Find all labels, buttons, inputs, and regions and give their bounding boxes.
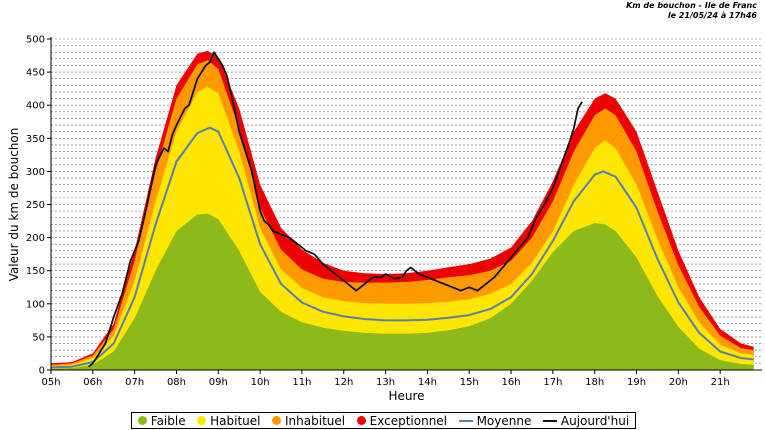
legend-item-habituel: Habituel <box>197 414 260 428</box>
y-tick-label: 50 <box>32 332 45 343</box>
x-tick-label: 16h <box>502 377 521 388</box>
y-axis-label: Valeur du km de bouchon <box>7 128 21 282</box>
x-tick-label: 06h <box>83 377 102 388</box>
legend-item-moyenne: Moyenne <box>458 413 532 428</box>
y-tick-label: 250 <box>26 200 45 211</box>
y-tick-label: 150 <box>26 266 45 277</box>
x-tick-label: 05h <box>41 377 60 388</box>
line-moyenne <box>50 126 754 369</box>
legend-item-inhabituel: Inhabituel <box>272 414 345 428</box>
x-tick-label: 18h <box>585 377 604 388</box>
chart-header-line2: le 21/05/24 à 17h46 <box>667 11 757 20</box>
x-axis-label: Heure <box>388 389 424 403</box>
axes: 0 50 100 150 200 250 300 350 400 450 500 05h 06h 07h 0… <box>26 35 762 388</box>
y-tick-label: 0 <box>39 366 45 377</box>
x-tick-label: 09h <box>209 377 228 388</box>
x-tick-label: 14h <box>418 377 437 388</box>
legend-item-aujourdhui: Aujourd'hui <box>542 413 630 428</box>
x-tick-label: 13h <box>376 377 395 388</box>
y-tick-label: 200 <box>26 233 45 244</box>
traffic-jam-chart: 0 50 100 150 200 250 300 350 400 450 500 05h 06h 07h 0… <box>7 35 762 403</box>
legend-item-exceptionnel: Exceptionnel <box>356 413 448 428</box>
x-tick-label: 12h <box>334 377 353 388</box>
y-tick-label: 400 <box>26 101 45 112</box>
x-tick-label: 19h <box>627 377 646 388</box>
y-tick-label: 350 <box>26 134 45 145</box>
y-tick-label: 450 <box>26 68 45 79</box>
chart-header-line1: Km de bouchon - Ile de Franc <box>626 1 757 10</box>
y-tick-label: 300 <box>26 167 45 178</box>
x-tick-label: 07h <box>125 377 144 388</box>
legend-line-aujourdhui <box>542 419 557 422</box>
legend: Faible Habituel Inhabituel Exceptionnel … <box>131 412 636 429</box>
legend-swatch-habituel <box>197 416 207 425</box>
legend-label-exceptionnel: Exceptionnel <box>369 413 448 428</box>
line-aujourd-hui <box>88 51 583 368</box>
legend-label-faible: Faible <box>150 413 186 428</box>
y-tick-label: 100 <box>26 299 45 310</box>
x-tick-label: 10h <box>251 377 270 388</box>
legend-label-habituel: Habituel <box>210 413 261 428</box>
y-tick-label: 500 <box>26 35 45 46</box>
x-tick-label: 08h <box>167 377 186 388</box>
legend-label-aujourdhui: Aujourd'hui <box>560 413 630 428</box>
area-faible <box>51 213 754 370</box>
x-tick-label: 20h <box>669 377 688 388</box>
x-tick-label: 15h <box>460 377 479 388</box>
legend-swatch-inhabituel <box>272 416 282 425</box>
x-tick-label: 21h <box>711 377 730 388</box>
legend-label-moyenne: Moyenne <box>476 413 532 428</box>
area-bands <box>51 50 754 371</box>
legend-item-faible: Faible <box>137 413 186 428</box>
legend-line-moyenne <box>458 419 473 422</box>
legend-label-inhabituel: Inhabituel <box>285 413 346 428</box>
legend-swatch-faible <box>137 416 147 425</box>
series-lines <box>50 51 754 369</box>
x-tick-label: 17h <box>543 377 562 388</box>
x-tick-label: 11h <box>292 377 311 388</box>
legend-swatch-exceptionnel <box>356 416 366 425</box>
